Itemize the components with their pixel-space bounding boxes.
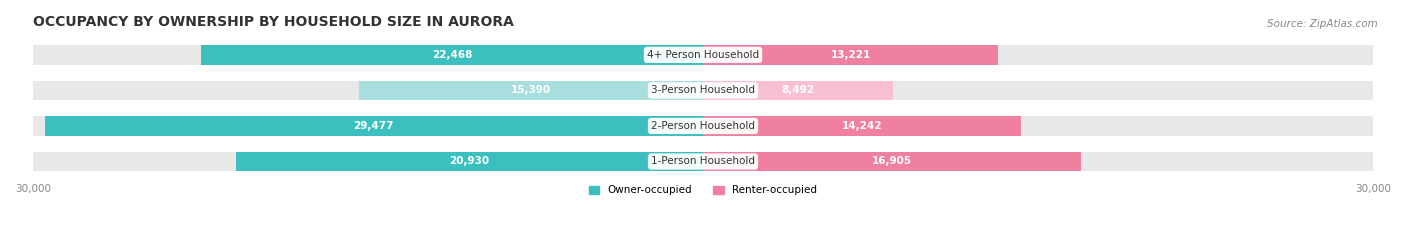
Bar: [703, 45, 998, 65]
Text: 15,390: 15,390: [512, 86, 551, 96]
Bar: [360, 81, 703, 100]
Text: Source: ZipAtlas.com: Source: ZipAtlas.com: [1267, 19, 1378, 29]
Text: 8,492: 8,492: [782, 86, 814, 96]
Bar: [32, 116, 703, 136]
Bar: [703, 152, 1374, 171]
Text: 20,930: 20,930: [450, 157, 489, 167]
Bar: [32, 152, 703, 171]
Text: 13,221: 13,221: [831, 50, 870, 60]
Bar: [703, 81, 893, 100]
Text: 29,477: 29,477: [353, 121, 394, 131]
Text: 16,905: 16,905: [872, 157, 912, 167]
Text: 1-Person Household: 1-Person Household: [651, 157, 755, 167]
Bar: [201, 45, 703, 65]
Bar: [45, 116, 703, 136]
Text: 22,468: 22,468: [432, 50, 472, 60]
Bar: [703, 45, 1374, 65]
Bar: [703, 81, 1374, 100]
Bar: [703, 116, 1021, 136]
Legend: Owner-occupied, Renter-occupied: Owner-occupied, Renter-occupied: [585, 181, 821, 200]
Bar: [32, 45, 703, 65]
Text: 4+ Person Household: 4+ Person Household: [647, 50, 759, 60]
Bar: [32, 81, 703, 100]
Text: 2-Person Household: 2-Person Household: [651, 121, 755, 131]
Bar: [703, 116, 1374, 136]
Bar: [703, 152, 1081, 171]
Text: 3-Person Household: 3-Person Household: [651, 86, 755, 96]
Text: OCCUPANCY BY OWNERSHIP BY HOUSEHOLD SIZE IN AURORA: OCCUPANCY BY OWNERSHIP BY HOUSEHOLD SIZE…: [32, 15, 513, 29]
Text: 14,242: 14,242: [842, 121, 883, 131]
Bar: [236, 152, 703, 171]
